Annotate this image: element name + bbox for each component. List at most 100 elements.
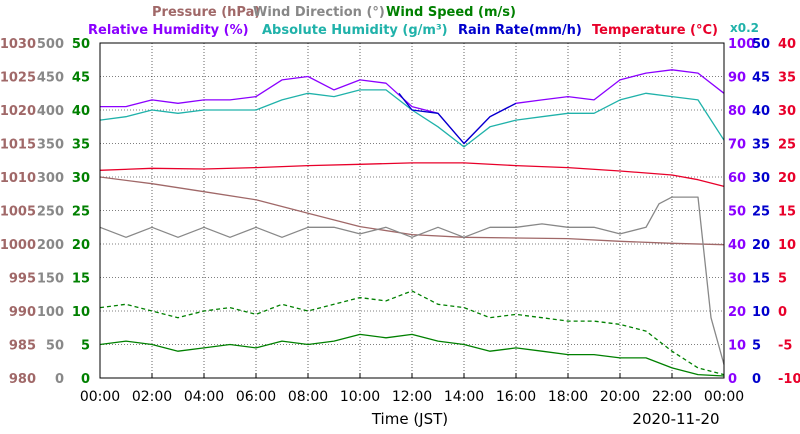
y-tick-label-rain-rate: 30 — [752, 171, 770, 186]
y-tick-label-humidity: 90 — [728, 71, 746, 86]
legend: Pressure (hPa) Wind Direction (°) Wind S… — [88, 5, 759, 38]
y-tick-label-pressure: 985 — [9, 339, 36, 354]
y-tick-label-wind-direction: 300 — [37, 171, 64, 186]
y-tick-label-wind-speed: 15 — [72, 272, 90, 287]
series-line-pressure-hpa — [99, 176, 725, 246]
y-tick-label-temperature: 25 — [778, 138, 796, 153]
rain-scale-note: x0.2 — [730, 21, 759, 35]
y-tick-label-temperature: 10 — [778, 238, 796, 253]
y-tick-label-rain-rate: 0 — [752, 372, 761, 387]
y-tick-label-rain-rate: 10 — [752, 305, 770, 320]
x-tick-label: 02:00 — [132, 389, 172, 405]
y-tick-label-wind-direction: 0 — [55, 372, 64, 387]
y-tick-label-wind-direction: 400 — [37, 104, 64, 119]
y-tick-label-wind-speed: 20 — [72, 238, 90, 253]
y-tick-label-rain-rate: 15 — [752, 272, 770, 287]
y-tick-label-temperature: 0 — [778, 305, 787, 320]
legend-temperature: Temperature (°C) — [592, 23, 718, 38]
legend-absolute-humidity: Absolute Humidity (g/m³) — [262, 23, 448, 38]
y-tick-label-temperature: 20 — [778, 171, 796, 186]
x-tick-label: 16:00 — [496, 389, 536, 405]
y-tick-label-temperature: 5 — [778, 272, 787, 287]
legend-relative-humidity: Relative Humidity (%) — [88, 23, 249, 38]
x-tick-label: 10:00 — [340, 389, 380, 405]
x-tick-label: 04:00 — [184, 389, 224, 405]
legend-rain-rate: Rain Rate(mm/h) — [458, 23, 582, 38]
y-tick-label-wind-speed: 40 — [72, 104, 90, 119]
y-tick-label-humidity: 80 — [728, 104, 746, 119]
y-tick-label-pressure: 1025 — [0, 71, 36, 86]
x-tick-label: 00:00 — [704, 389, 744, 405]
y-tick-label-wind-speed: 50 — [72, 37, 90, 52]
y-tick-label-wind-speed: 45 — [72, 71, 90, 86]
y-tick-label-rain-rate: 50 — [752, 37, 770, 52]
y-tick-label-wind-direction: 150 — [37, 272, 64, 287]
x-axis: 00:00 02:00 04:00 06:00 08:00 10:00 12:00 14:00… — [80, 373, 744, 405]
y-axes: 1030102510201015101010051000995990985980… — [0, 37, 800, 387]
x-tick-label: 20:00 — [600, 389, 640, 405]
y-tick-label-temperature: 30 — [778, 104, 796, 119]
series-line-wind-speed-m-s-gust — [99, 290, 725, 376]
plot-frame — [99, 42, 725, 379]
series-line-wind-direction — [99, 196, 725, 365]
y-tick-label-rain-rate: 5 — [752, 339, 761, 354]
y-tick-label-humidity: 20 — [728, 305, 746, 320]
series-line-relative-humidity — [100, 69, 725, 145]
x-tick-label: 00:00 — [80, 389, 120, 405]
y-tick-label-humidity: 70 — [728, 138, 746, 153]
y-tick-label-humidity: 50 — [728, 205, 746, 220]
y-tick-label-wind-direction: 200 — [37, 238, 64, 253]
y-tick-label-wind-speed: 0 — [81, 372, 90, 387]
y-tick-label-pressure: 1005 — [0, 205, 36, 220]
legend-pressure: Pressure (hPa) — [152, 5, 260, 20]
y-tick-label-wind-direction: 100 — [37, 305, 64, 320]
y-tick-label-wind-direction: 500 — [37, 37, 64, 52]
y-tick-label-humidity: 0 — [728, 372, 737, 387]
y-tick-label-pressure: 990 — [9, 305, 36, 320]
x-tick-label: 06:00 — [236, 389, 276, 405]
y-tick-label-pressure: 1010 — [0, 171, 36, 186]
date-label: 2020-11-20 — [632, 410, 719, 428]
y-tick-label-humidity: 10 — [728, 339, 746, 354]
x-tick-label: 12:00 — [392, 389, 432, 405]
y-tick-label-pressure: 1000 — [0, 238, 36, 253]
y-tick-label-wind-speed: 30 — [72, 171, 90, 186]
y-tick-label-wind-speed: 5 — [81, 339, 90, 354]
series-line-wind-speed-m-s — [99, 333, 725, 377]
y-tick-label-humidity: 40 — [728, 238, 746, 253]
y-tick-label-pressure: 1020 — [0, 104, 36, 119]
series-lines — [99, 69, 725, 377]
y-tick-label-pressure: 1015 — [0, 138, 36, 153]
y-tick-label-temperature: 15 — [778, 205, 796, 220]
x-axis-label: Time (JST) — [371, 410, 448, 428]
y-tick-label-wind-direction: 450 — [37, 71, 64, 86]
y-tick-label-rain-rate: 45 — [752, 71, 770, 86]
x-tick-label: 14:00 — [444, 389, 484, 405]
x-tick-label: 18:00 — [548, 389, 588, 405]
y-tick-label-rain-rate: 20 — [752, 238, 770, 253]
y-tick-label-pressure: 995 — [9, 272, 36, 287]
series-line-temperature-c — [99, 162, 725, 188]
y-tick-label-pressure: 1030 — [0, 37, 36, 52]
y-tick-label-wind-speed: 10 — [72, 305, 90, 320]
y-tick-label-wind-speed: 25 — [72, 205, 90, 220]
series-line-rain-rate-mm-h — [398, 92, 517, 145]
y-tick-label-rain-rate: 35 — [752, 138, 770, 153]
legend-wind-speed: Wind Speed (m/s) — [386, 5, 516, 20]
y-tick-label-rain-rate: 40 — [752, 104, 770, 119]
y-tick-label-temperature: 40 — [778, 37, 796, 52]
y-tick-label-temperature: -10 — [778, 372, 800, 387]
y-tick-label-rain-rate: 25 — [752, 205, 770, 220]
y-tick-label-wind-direction: 50 — [46, 339, 64, 354]
x-tick-label: 22:00 — [652, 389, 692, 405]
y-tick-label-humidity: 100 — [728, 37, 755, 52]
y-tick-label-humidity: 30 — [728, 272, 746, 287]
y-tick-label-wind-speed: 35 — [72, 138, 90, 153]
y-tick-label-humidity: 60 — [728, 171, 746, 186]
y-tick-label-pressure: 980 — [9, 372, 36, 387]
y-tick-label-temperature: -5 — [778, 339, 792, 354]
legend-wind-direction: Wind Direction (°) — [253, 5, 385, 20]
x-tick-label: 08:00 — [288, 389, 328, 405]
y-tick-label-wind-direction: 250 — [37, 205, 64, 220]
